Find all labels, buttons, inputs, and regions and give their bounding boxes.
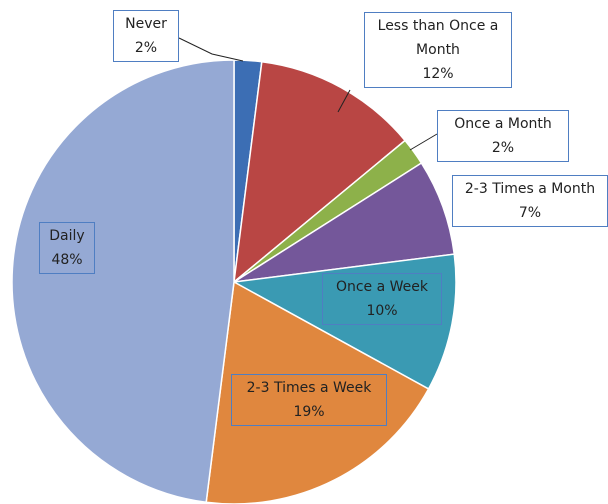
value-label: 2% xyxy=(491,140,515,156)
leader-line xyxy=(337,89,351,113)
value-label: 2% xyxy=(134,40,158,56)
data-label: Once a Month 2% xyxy=(437,110,569,162)
value-label: 12% xyxy=(422,66,454,82)
category-label: 2-3 Times a Month xyxy=(464,181,596,197)
data-label: 2-3 Times a Month 7% xyxy=(452,175,608,227)
leader-line xyxy=(409,133,438,151)
category-label: 2-3 Times a Week xyxy=(246,380,372,396)
value-label: 19% xyxy=(293,404,325,420)
category-label: Once a Week xyxy=(335,279,429,295)
data-label: Once a Week 10% xyxy=(322,273,442,325)
leader-line xyxy=(178,37,244,62)
data-label: Daily 48% xyxy=(39,222,95,274)
data-label: 2-3 Times a Week 19% xyxy=(231,374,387,426)
value-label: 7% xyxy=(518,205,542,221)
pie-slice xyxy=(11,59,235,504)
pie-slice xyxy=(231,253,457,390)
category-label: Less than Once a Month xyxy=(377,18,499,58)
data-label: Less than Once a Month 12% xyxy=(364,12,512,88)
pie-slice xyxy=(233,60,407,284)
category-label: Daily xyxy=(49,228,85,244)
data-label: Never 2% xyxy=(113,10,179,62)
value-label: 48% xyxy=(51,252,83,268)
value-label: 10% xyxy=(366,303,398,319)
category-label: Never xyxy=(125,16,167,32)
category-label: Once a Month xyxy=(454,116,552,132)
